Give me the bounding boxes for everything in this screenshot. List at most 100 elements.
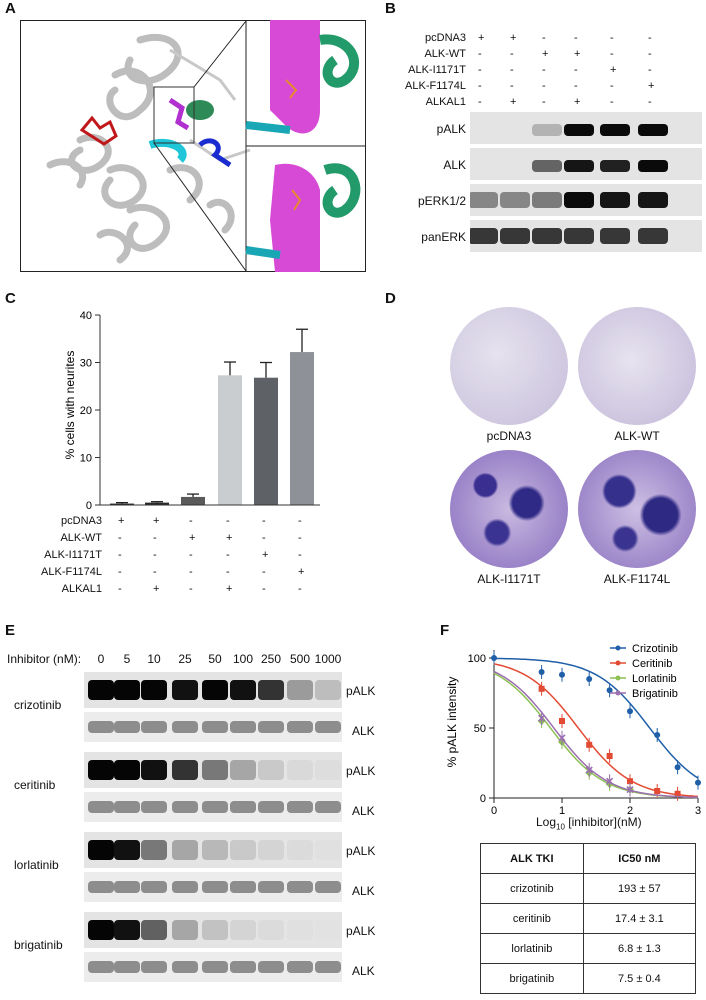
data-point (559, 671, 565, 678)
blot-band (88, 920, 114, 940)
data-point (538, 685, 545, 692)
concentration-label: 25 (178, 652, 192, 666)
blot-band (114, 920, 140, 940)
condition-sign: - (298, 532, 302, 544)
bar (110, 503, 134, 505)
dose-response-chart: % pALK intensity 0 50 100 0 1 2 3 Crizotinib Cer… (445, 643, 701, 815)
x-tick-label: 1 (559, 805, 565, 815)
condition-sign: + (153, 583, 160, 595)
blot-strip (84, 872, 342, 902)
condition-sign: - (298, 549, 302, 561)
condition-sign: + (262, 549, 269, 561)
y-axis-label: % pALK intensity (445, 677, 459, 768)
condition-sign: - (542, 96, 546, 108)
legend-label: Crizotinib (632, 643, 678, 655)
blot-band (141, 680, 167, 700)
blot-band (172, 680, 198, 700)
blot-band (315, 680, 341, 700)
blot-band (88, 680, 114, 700)
concentration-label: 500 (289, 652, 311, 666)
blot-band (600, 228, 630, 244)
panel-label-a: A (5, 0, 16, 17)
condition-sign: - (118, 566, 122, 578)
data-point (606, 777, 614, 785)
blot-band (564, 124, 594, 136)
concentration-label: 5 (123, 652, 131, 666)
data-point (674, 790, 681, 797)
y-tick-label: 0 (86, 500, 92, 512)
data-point (585, 766, 593, 774)
dish-alk-f1174l (578, 450, 696, 568)
blot-strip (84, 912, 342, 948)
blot-band (315, 840, 341, 860)
dish-pcdna3 (450, 307, 568, 425)
blot-band (230, 760, 256, 780)
bar (254, 377, 278, 505)
legend-marker (615, 690, 621, 696)
fit-curve (493, 657, 699, 779)
concentration-label: 250 (260, 652, 282, 666)
condition-sign: - (118, 583, 122, 595)
data-point (491, 655, 497, 661)
panel-label-f: F (440, 622, 450, 639)
blot-label: pALK (436, 122, 466, 136)
y-tick-label: 20 (80, 405, 92, 417)
blot-band (315, 920, 341, 940)
condition-sign: + (226, 532, 233, 544)
blot-band (287, 840, 313, 860)
blot-band (258, 881, 284, 893)
condition-sign: - (262, 532, 266, 544)
condition-sign: - (510, 80, 514, 92)
blot-band (141, 801, 167, 813)
table-cell: brigatinib (480, 963, 584, 994)
condition-label: ALK-WT (60, 532, 102, 544)
data-point (654, 732, 661, 738)
data-point (627, 778, 633, 785)
condition-sign: - (118, 532, 122, 544)
blot-label: pERK1/2 (417, 194, 466, 208)
blot-band (230, 920, 256, 940)
condition-sign: - (189, 549, 193, 561)
blot-band (172, 760, 198, 780)
condition-label: pcDNA3 (61, 515, 102, 527)
condition-sign: - (574, 64, 578, 76)
ALK-label: ALK (352, 884, 375, 898)
blot-band (141, 961, 167, 973)
condition-sign: - (262, 583, 266, 595)
condition-sign: + (648, 80, 655, 92)
blot-band (638, 192, 668, 208)
concentration-label: 0 (97, 652, 105, 666)
bar (181, 496, 205, 505)
condition-sign: - (648, 96, 652, 108)
fit-curve (493, 670, 699, 799)
condition-label: ALKAL1 (61, 583, 102, 595)
condition-sign: - (118, 549, 122, 561)
bar (218, 375, 242, 505)
drug-label: brigatinib (14, 938, 63, 952)
condition-sign: - (542, 32, 546, 44)
blot-band (114, 721, 140, 733)
blot-band (114, 881, 140, 893)
blot-band (202, 961, 228, 973)
condition-sign: - (189, 583, 193, 595)
table-cell: crizotinib (480, 873, 584, 904)
blot-band (202, 760, 228, 780)
blot-band (287, 680, 313, 700)
blot-band (532, 228, 562, 244)
legend-marker (615, 675, 621, 681)
blot-band (230, 801, 256, 813)
blot-band (564, 160, 594, 172)
condition-sign: - (298, 515, 302, 527)
blot-band (532, 192, 562, 208)
condition-label: ALK-I1171T (44, 549, 102, 561)
condition-sign: - (610, 96, 614, 108)
blot-band (500, 192, 530, 208)
alk-structure-figure (20, 20, 366, 272)
legend-label: Ceritinib (632, 658, 672, 670)
condition-sign: - (510, 64, 514, 76)
y-axis-label: % cells with neurites (63, 351, 77, 460)
condition-sign: + (542, 48, 549, 60)
blot-band (172, 840, 198, 860)
data-point (626, 786, 634, 794)
data-point (695, 779, 701, 786)
